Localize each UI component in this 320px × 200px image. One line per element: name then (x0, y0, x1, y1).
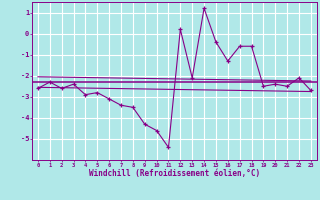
X-axis label: Windchill (Refroidissement éolien,°C): Windchill (Refroidissement éolien,°C) (89, 169, 260, 178)
